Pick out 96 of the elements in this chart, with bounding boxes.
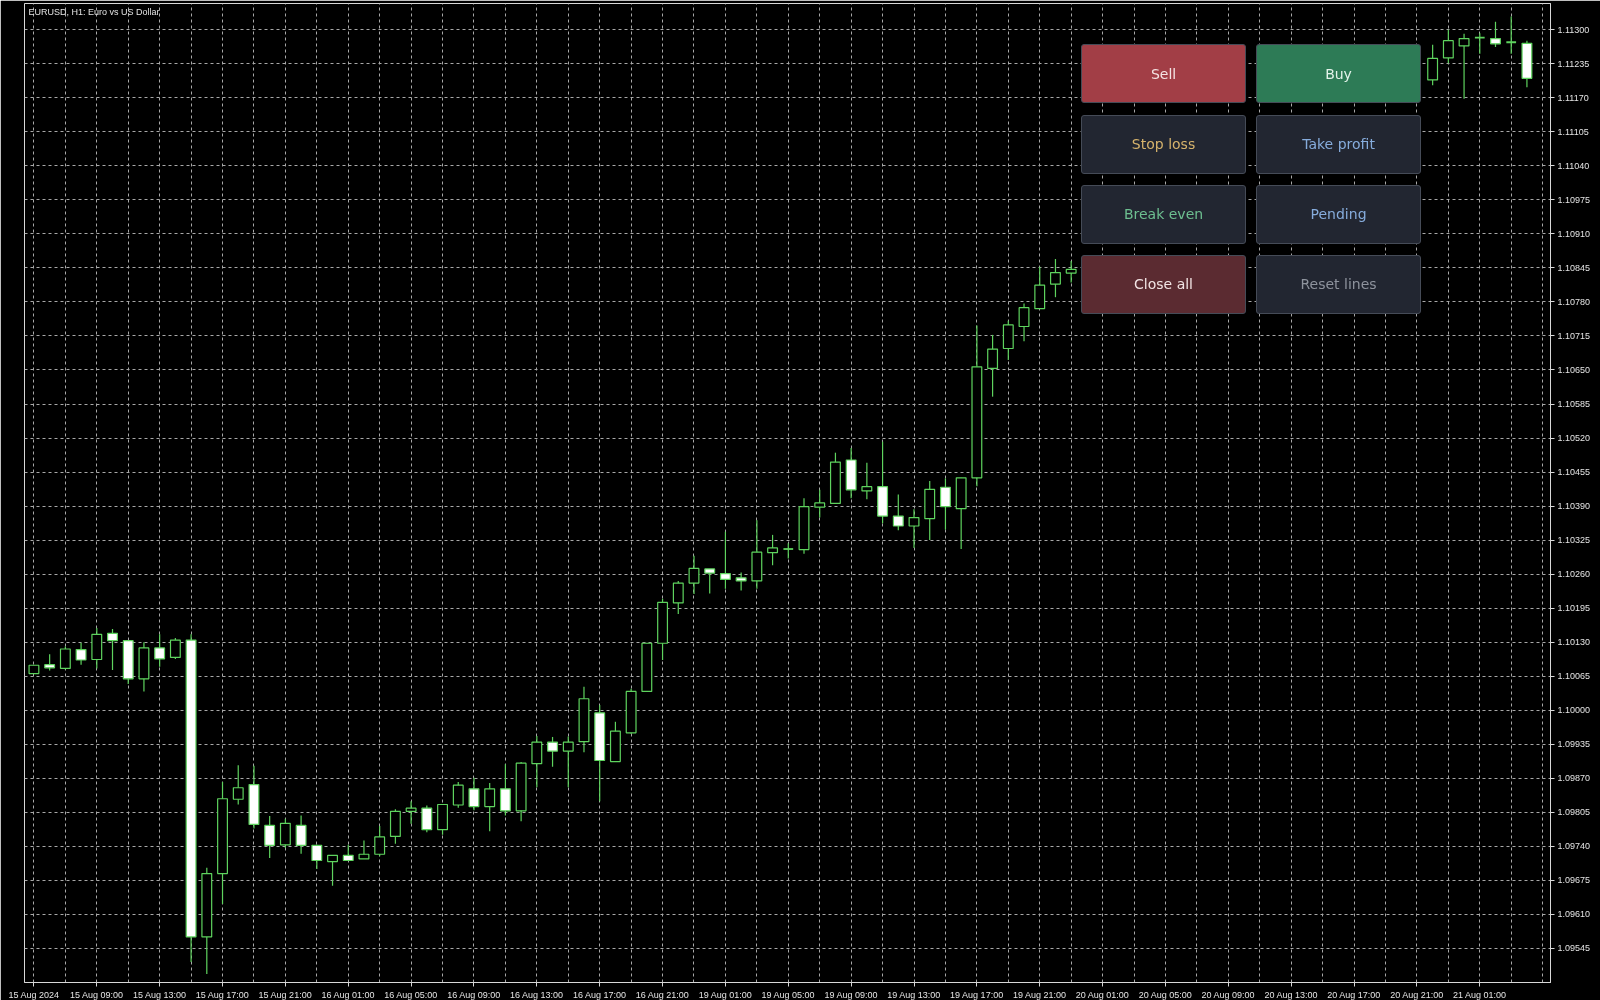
candlestick [908, 508, 920, 549]
x-tick-label: 20 Aug 01:00 [1075, 989, 1129, 1000]
y-tick-label: 1.10455 [1557, 467, 1591, 478]
candlestick [1049, 258, 1061, 298]
y-tick-label: 1.10910 [1557, 228, 1591, 239]
x-tick-label: 19 Aug 13:00 [887, 989, 941, 1000]
x-tick-label: 15 Aug 21:00 [258, 989, 312, 1000]
candlestick [374, 825, 386, 857]
y-tick-label: 1.09805 [1557, 807, 1591, 818]
y-tick-label: 1.10650 [1557, 364, 1591, 375]
candlestick [688, 555, 700, 595]
y-tick-label: 1.09935 [1557, 739, 1591, 750]
candlestick [405, 800, 417, 825]
x-tick-label: 15 Aug 2024 [8, 989, 59, 1000]
candlestick [704, 568, 716, 595]
candlestick [672, 580, 684, 615]
x-tick-label: 16 Aug 21:00 [635, 989, 689, 1000]
x-tick-label: 20 Aug 09:00 [1201, 989, 1255, 1000]
x-tick-label: 20 Aug 05:00 [1138, 989, 1192, 1000]
y-tick-label: 1.11040 [1557, 160, 1590, 171]
candlestick [264, 815, 276, 859]
x-tick-label: 19 Aug 09:00 [824, 989, 878, 1000]
x-tick-label: 16 Aug 17:00 [572, 989, 626, 1000]
x-tick-label: 19 Aug 21:00 [1012, 989, 1067, 1000]
candlestick [719, 531, 731, 590]
candlestick [279, 818, 291, 849]
candlestick [327, 854, 338, 887]
candlestick [531, 735, 543, 788]
x-tick-label: 21 Aug 01:00 [1453, 989, 1507, 1000]
candlestick [154, 633, 166, 668]
y-tick-label: 1.10845 [1557, 262, 1591, 273]
candlestick [311, 844, 323, 870]
y-tick-label: 1.11170 [1557, 92, 1589, 103]
y-tick-label: 1.10520 [1557, 433, 1591, 444]
x-tick-label: 16 Aug 01:00 [321, 989, 375, 1000]
candlestick [499, 763, 511, 817]
y-tick-label: 1.10195 [1557, 603, 1591, 614]
candlestick [358, 840, 370, 860]
candlestick [421, 804, 433, 833]
x-tick-label: 16 Aug 13:00 [510, 989, 564, 1000]
candlestick [814, 489, 826, 519]
y-tick-label: 1.10975 [1557, 194, 1591, 205]
y-tick-label: 1.10585 [1557, 399, 1591, 409]
candlestick [107, 628, 118, 671]
candlestick [987, 334, 999, 398]
candlestick [547, 736, 559, 768]
candlestick [767, 534, 779, 566]
y-tick-label: 1.10390 [1557, 501, 1591, 512]
chart-title: EURUSD, H1: Euro vs US Dollar [28, 6, 160, 17]
x-tick-label: 15 Aug 13:00 [132, 989, 186, 1000]
y-tick-label: 1.09740 [1557, 841, 1591, 852]
candlestick [169, 637, 181, 660]
candlestick [939, 477, 951, 531]
y-tick-label: 1.10000 [1557, 705, 1591, 716]
candlestick [735, 571, 747, 591]
candlestick [468, 777, 480, 811]
y-tick-label: 1.09545 [1557, 943, 1591, 954]
y-tick-label: 1.09610 [1557, 909, 1591, 920]
x-tick-label: 16 Aug 09:00 [447, 989, 501, 1000]
y-tick-label: 1.11235 [1557, 58, 1590, 69]
y-tick-label: 1.10130 [1557, 637, 1591, 648]
y-tick-label: 1.11105 [1557, 126, 1589, 137]
y-tick-label: 1.10325 [1557, 535, 1591, 546]
candlestick [1018, 302, 1030, 342]
x-tick-label: 15 Aug 09:00 [70, 989, 124, 1000]
y-tick-label: 1.09870 [1557, 773, 1591, 784]
candlestick [1427, 44, 1439, 86]
y-tick-label: 1.10715 [1557, 330, 1591, 341]
candlestick [1034, 266, 1046, 310]
candlestick [1490, 21, 1501, 48]
x-tick-label: 20 Aug 21:00 [1390, 989, 1444, 1000]
x-tick-label: 20 Aug 17:00 [1327, 989, 1381, 1000]
y-tick-label: 1.10065 [1557, 671, 1591, 682]
candlestick [1065, 260, 1077, 284]
y-tick-label: 1.09675 [1557, 875, 1591, 886]
candlestick [232, 764, 244, 806]
x-tick-label: 15 Aug 17:00 [195, 989, 249, 1000]
y-tick-label: 1.10780 [1557, 296, 1591, 307]
candlestick [484, 782, 496, 832]
candlestick [892, 493, 904, 531]
x-tick-label: 19 Aug 05:00 [761, 989, 815, 1000]
candlestick [1442, 29, 1454, 64]
candlestick [861, 462, 873, 500]
x-tick-label: 20 Aug 13:00 [1264, 989, 1318, 1000]
y-tick-label: 1.11300 [1557, 24, 1590, 35]
x-tick-label: 19 Aug 17:00 [950, 989, 1004, 1000]
candlestick [1458, 33, 1470, 100]
candlestick [1002, 320, 1014, 361]
candlestick [75, 642, 87, 666]
candlestick [295, 814, 307, 855]
candlestick [1505, 15, 1517, 55]
x-tick-label: 19 Aug 01:00 [698, 989, 752, 1000]
x-tick-label: 16 Aug 05:00 [384, 989, 438, 1000]
candlestick [452, 781, 464, 809]
candlestick [562, 735, 574, 788]
y-tick-label: 1.10260 [1557, 569, 1591, 580]
